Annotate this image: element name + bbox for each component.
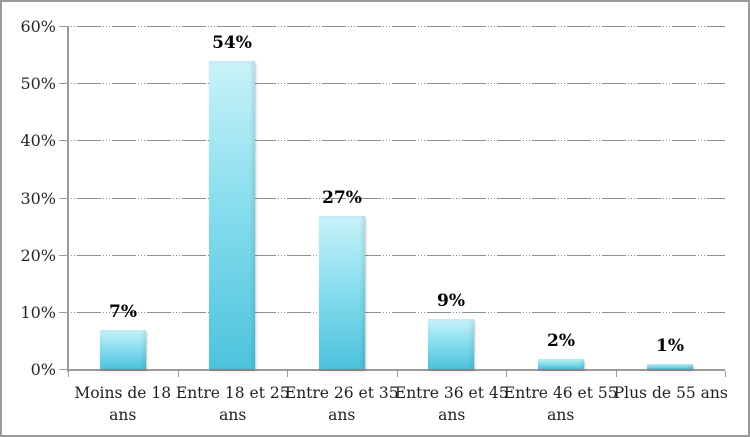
category-label-Moins de 18 ans: Moins de 18 ans (64, 382, 182, 426)
category-label-line: ans (109, 406, 137, 424)
y-axis-tick-60% (59, 26, 68, 27)
bar-value-label: 2% (547, 331, 575, 351)
bar-Entre 18 et 25 ans (209, 61, 255, 369)
x-axis-tick (178, 371, 179, 377)
y-axis-tick-10% (59, 312, 68, 313)
bar-Entre 46 et 55 ans (538, 359, 584, 369)
y-tick-label: 30% (20, 189, 56, 208)
y-axis-tick-40% (59, 140, 68, 141)
y-tick-label: 50% (20, 74, 56, 93)
gridline-40% (68, 140, 725, 141)
gridline-60% (68, 26, 725, 27)
x-axis-tick (287, 371, 288, 377)
bar-value-label: 7% (109, 302, 137, 322)
x-axis-tick (397, 371, 398, 377)
y-tick-label: 20% (20, 246, 56, 265)
category-label-line: Entre 18 et 25 (175, 384, 290, 402)
y-tick-label: 10% (20, 303, 56, 322)
category-label-line: ans (547, 406, 575, 424)
category-label-Entre 36 et 45 ans: Entre 36 et 45 ans (393, 382, 511, 426)
bar-Moins de 18 ans (100, 330, 146, 369)
category-label-line: Plus de 55 ans (613, 384, 728, 402)
bar-value-label: 54% (212, 33, 252, 53)
y-tick-label: 40% (20, 131, 56, 150)
y-axis-tick-50% (59, 83, 68, 84)
bar-Entre 26 et 35 ans (319, 216, 365, 369)
category-label-line: Entre 46 et 55 (503, 384, 618, 402)
y-axis-line (67, 27, 69, 372)
gridline-20% (68, 255, 725, 256)
x-axis-tick (616, 371, 617, 377)
y-tick-label: 60% (20, 17, 56, 36)
category-label-line: Moins de 18 (74, 384, 172, 402)
x-axis-tick (725, 371, 726, 377)
bar-Entre 36 et 45 ans (428, 319, 474, 369)
category-label-line: Entre 26 et 35 (284, 384, 399, 402)
y-axis-tick-20% (59, 255, 68, 256)
bar-Plus de 55 ans (647, 364, 693, 369)
gridline-10% (68, 312, 725, 313)
y-axis-tick-30% (59, 198, 68, 199)
y-axis-tick-0% (59, 369, 68, 370)
category-label-Plus de 55 ans: Plus de 55 ans (612, 382, 730, 404)
x-axis-tick (506, 371, 507, 377)
y-tick-label: 0% (30, 360, 56, 379)
category-label-line: ans (219, 406, 247, 424)
category-label-line: Entre 36 et 45 (394, 384, 509, 402)
x-axis-baseline (68, 369, 725, 371)
bar-value-label: 9% (437, 291, 465, 311)
category-label-Entre 18 et 25 ans: Entre 18 et 25 ans (174, 382, 292, 426)
category-label-line: ans (328, 406, 356, 424)
category-label-line: ans (438, 406, 466, 424)
bar-value-label: 1% (656, 336, 684, 356)
x-axis-tick (68, 371, 69, 377)
gridline-50% (68, 83, 725, 84)
bar-value-label: 27% (322, 188, 362, 208)
gridline-30% (68, 198, 725, 199)
category-label-Entre 46 et 55 ans: Entre 46 et 55 ans (502, 382, 620, 426)
category-label-Entre 26 et 35 ans: Entre 26 et 35 ans (283, 382, 401, 426)
